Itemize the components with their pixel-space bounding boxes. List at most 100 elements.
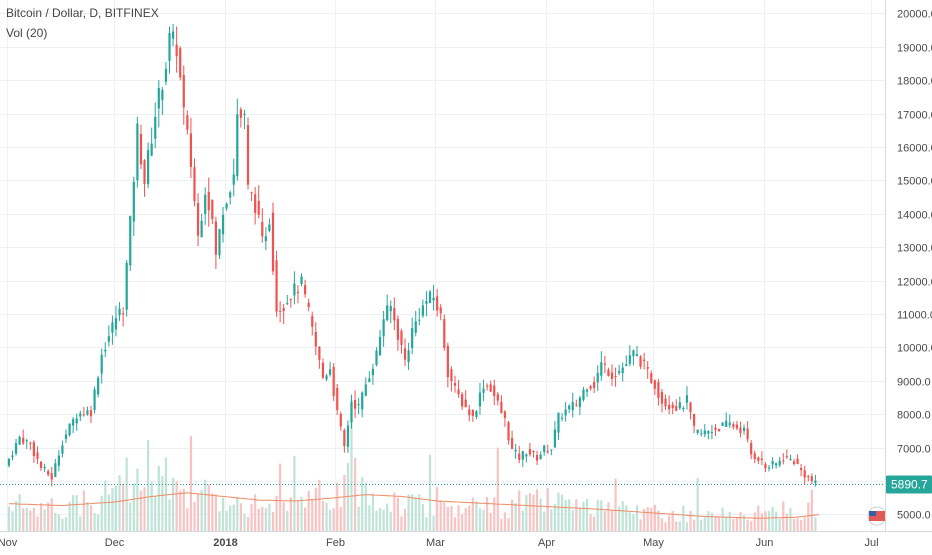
volume-bar (814, 517, 817, 531)
volume-bar (582, 501, 585, 531)
last-price-bg (886, 475, 932, 494)
x-axis[interactable]: Nov Dec 2018 Feb Mar Apr May Jun Jul (0, 537, 879, 549)
y-tick-label: 11000.0 (897, 310, 932, 322)
candle-body (518, 453, 521, 460)
volume-bar (132, 483, 135, 531)
volume-bar (628, 512, 631, 531)
y-tick-label: 12000.0 (897, 277, 932, 289)
candle-body (218, 229, 221, 256)
volume-bar (560, 494, 564, 531)
volume-bar (800, 520, 803, 531)
volume-bar (122, 483, 125, 531)
candle-body (43, 466, 46, 469)
volume-bar (675, 521, 678, 531)
volume-bar (792, 518, 796, 531)
volume-bar (32, 507, 36, 531)
candle-body (179, 48, 182, 78)
candle-body (628, 355, 631, 364)
candle-body (560, 417, 564, 419)
volume-bar (57, 514, 60, 531)
volume-bar (717, 516, 721, 531)
candle-body (778, 460, 781, 466)
candle-body (575, 404, 578, 406)
candle-body (643, 359, 646, 362)
candle-body (129, 216, 132, 266)
candle-body (157, 88, 160, 109)
volume-bar (646, 507, 649, 531)
candle-body (568, 405, 571, 410)
volume-bar (239, 503, 242, 531)
candle-body (657, 382, 660, 399)
volume-bar (810, 489, 813, 531)
candle-body (557, 412, 560, 433)
volume-bar (189, 435, 193, 531)
volume-bar (678, 521, 681, 531)
volume-bar (346, 463, 350, 531)
candle-body (268, 224, 271, 231)
candle-body (450, 369, 453, 382)
volume-bar (118, 475, 121, 531)
volume-bar (375, 510, 378, 531)
volume-bar (125, 457, 128, 531)
y-tick-label: 5000.0 (897, 510, 931, 522)
y-tick-label: 7000.0 (897, 444, 931, 456)
candle-body (710, 432, 714, 434)
volume-bar (136, 468, 139, 531)
candle-body (39, 461, 43, 468)
candle-body (328, 369, 332, 375)
candle-body (807, 475, 810, 477)
candle-body (735, 424, 739, 429)
candle-body (653, 380, 656, 389)
candle-body (600, 362, 603, 376)
volume-bar (500, 518, 503, 531)
volume-bar (421, 504, 424, 531)
candle-body (546, 451, 549, 453)
volume-bar (692, 519, 696, 531)
volume-bar (618, 506, 621, 531)
volume-bar (318, 479, 321, 531)
x-tick-label: Feb (326, 537, 345, 549)
y-axis[interactable]: 5000.06000.07000.08000.09000.010000.0110… (897, 9, 932, 522)
candle-body (678, 402, 681, 409)
candle-body (7, 458, 11, 466)
candle-body (700, 433, 703, 435)
candle-body (29, 442, 32, 444)
volume-bar (279, 463, 282, 531)
volume-bar (807, 502, 810, 531)
candle-body (300, 276, 303, 285)
volume-bar (543, 511, 546, 531)
volume-bar (685, 522, 689, 531)
candle-body (782, 460, 785, 462)
volume-ma-line (8, 492, 820, 519)
volume-bar (286, 510, 289, 531)
volume-bar (578, 507, 581, 531)
volume-bar (468, 505, 471, 531)
candle-body (282, 307, 285, 312)
volume-bar (450, 506, 453, 531)
x-tick-label: Apr (538, 537, 555, 549)
volume-bar (407, 494, 410, 531)
volume-bar (750, 521, 753, 531)
volume-bar (510, 499, 514, 531)
candle-body (350, 401, 353, 423)
candle-body (93, 389, 96, 411)
candle-body (375, 350, 378, 365)
candle-body (64, 434, 68, 440)
volume-bar (575, 499, 578, 531)
volume-bar (321, 500, 325, 531)
volume-bar (275, 495, 278, 531)
candle-body (585, 389, 589, 392)
candle-body (225, 203, 228, 209)
flag-icon[interactable] (867, 506, 887, 526)
candle-body (785, 456, 788, 458)
volume-bar (339, 507, 342, 531)
volume-bar (457, 505, 460, 531)
volume-bar (64, 517, 68, 531)
candle-body (639, 356, 642, 367)
volume-bar (143, 487, 146, 531)
candle-body (75, 418, 78, 424)
volume-bar (364, 482, 367, 531)
candle-body (403, 348, 407, 360)
volume-bar (789, 508, 792, 531)
